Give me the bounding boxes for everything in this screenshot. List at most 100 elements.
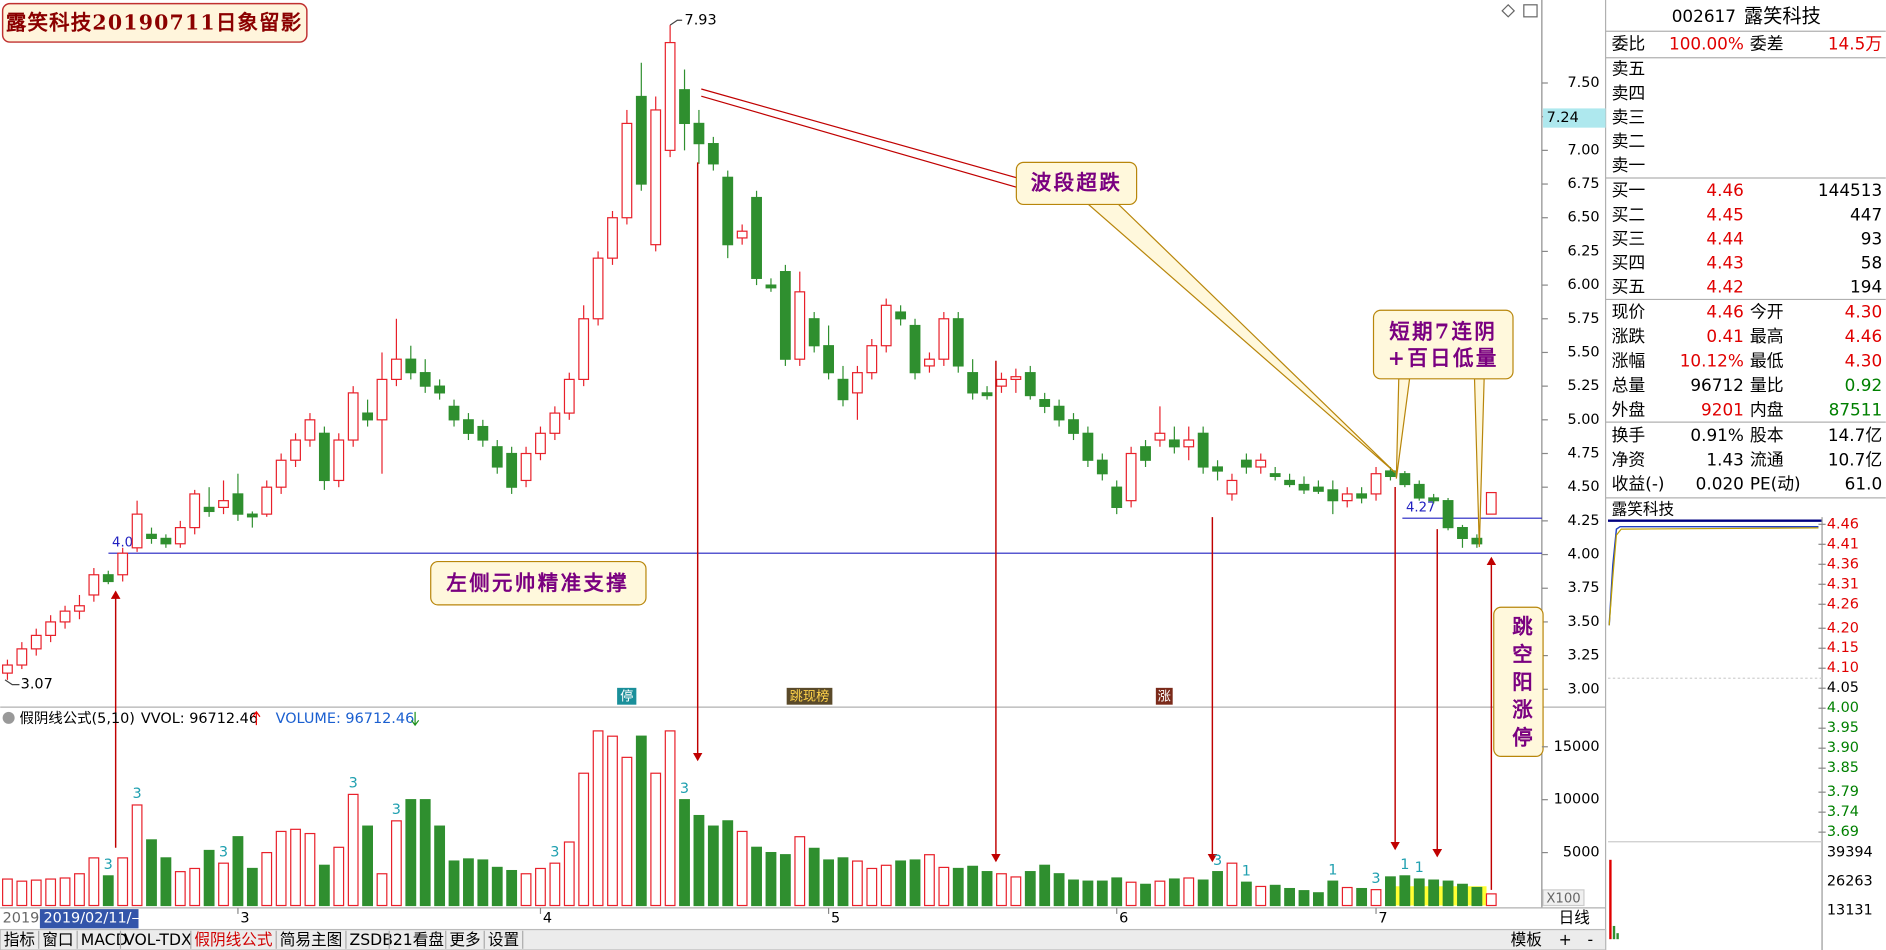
volume-bar — [491, 866, 503, 907]
stat-label: 内盘 — [1750, 399, 1784, 419]
y-tick-label: 6.25 — [1567, 243, 1599, 259]
title-box — [1, 2, 308, 43]
bid-price: 4.42 — [1706, 276, 1743, 296]
intraday-volume-label: 26263 — [1827, 873, 1873, 889]
bid-price: 4.45 — [1706, 204, 1743, 224]
candle-body — [1457, 527, 1468, 539]
tab[interactable]: 窗口 — [42, 930, 73, 949]
volume-bar — [1413, 878, 1425, 907]
candle-body — [765, 284, 777, 289]
candle-body — [1240, 459, 1252, 468]
high-label: 7.93 — [685, 12, 717, 28]
volume-bar — [549, 862, 561, 907]
candle-body — [1298, 483, 1310, 491]
volume-bar — [1154, 880, 1166, 907]
icon-window[interactable] — [1523, 4, 1538, 18]
volume-bar — [376, 873, 388, 907]
candle-body — [30, 634, 42, 650]
low-label: 3.07 — [21, 677, 53, 693]
y-tick-label: 5.75 — [1567, 311, 1599, 327]
volume-bar — [823, 859, 835, 907]
candle-body — [952, 318, 964, 367]
candle-body — [1341, 493, 1353, 502]
intraday-tick-label: 4.00 — [1827, 700, 1859, 716]
stat-value: 9201 — [1701, 399, 1744, 419]
template-button[interactable]: 模板 — [1511, 930, 1543, 949]
intraday-tick-label: 3.85 — [1827, 760, 1859, 776]
candle-body — [866, 345, 878, 374]
tab[interactable]: 指标 — [4, 930, 35, 949]
volume-bar — [779, 854, 791, 907]
candle-body — [1442, 500, 1454, 529]
volume-bar — [808, 847, 820, 907]
candle-body — [463, 419, 474, 434]
candle-body — [362, 412, 373, 421]
volume-bar — [261, 851, 273, 907]
intraday-tick-label: 4.36 — [1827, 556, 1859, 572]
zoom-out[interactable]: - — [1588, 930, 1594, 949]
icon-diamond[interactable] — [1501, 3, 1516, 18]
tab[interactable]: ZSDB — [350, 930, 393, 949]
candle-body — [419, 372, 431, 387]
intraday-tick-label: 4.31 — [1827, 576, 1859, 592]
candle-body — [491, 446, 503, 468]
volume-bar — [924, 854, 935, 907]
callout-text: 左侧元帅精准支撑 — [446, 571, 629, 595]
pane-icon[interactable] — [2, 711, 15, 724]
volume-bar — [952, 867, 964, 907]
zoom-in[interactable]: + — [1559, 930, 1572, 949]
volume-bar — [160, 857, 172, 907]
volume-bar — [174, 871, 186, 907]
intraday-avg-line — [1608, 527, 1819, 626]
y-tick-label: 4.00 — [1567, 547, 1599, 563]
event-tag-box — [1155, 687, 1173, 705]
tab[interactable]: 更多 — [449, 930, 480, 949]
candle-body — [506, 452, 518, 488]
volume-tag: 3 — [680, 781, 689, 797]
candle-body — [131, 513, 143, 549]
intraday-tick-label: 4.46 — [1827, 516, 1859, 532]
tab[interactable]: 设置 — [488, 930, 519, 949]
volume-bar — [1370, 889, 1382, 907]
stat-value: 0.020 — [1696, 474, 1744, 494]
candle-body — [679, 89, 690, 125]
bid-volume: 447 — [1850, 204, 1882, 224]
volume-bar — [30, 879, 42, 907]
candle-body — [160, 537, 172, 545]
volume-bar — [2, 878, 13, 907]
intraday-tick-label: 4.20 — [1827, 620, 1859, 636]
tab[interactable]: 21看盘 — [393, 930, 444, 949]
volume-bar — [189, 867, 201, 907]
pointer — [701, 88, 1018, 179]
tab[interactable]: VOL-TDX — [124, 930, 192, 949]
candle-body — [1183, 439, 1195, 448]
period[interactable]: 日线 — [1559, 908, 1591, 927]
tab[interactable]: MACD — [81, 930, 128, 949]
volume-bar — [463, 858, 474, 907]
tab[interactable]: 假阴线公式 — [194, 930, 272, 949]
volume-tick-label: 5000 — [1563, 845, 1600, 861]
bid-volume: 58 — [1861, 252, 1882, 272]
candle-body — [1197, 432, 1209, 468]
y-tick-label: 3.25 — [1567, 648, 1599, 664]
low-marker — [4, 679, 20, 686]
bid-price: 4.43 — [1706, 252, 1743, 272]
y-tick-label: 3.50 — [1567, 614, 1599, 630]
volume-bar — [938, 866, 950, 907]
volume-bar — [232, 836, 244, 907]
candle-body — [59, 610, 71, 623]
stat-value: 4.30 — [1845, 302, 1882, 322]
volume-bar — [1183, 877, 1195, 907]
volume-tick-label: 10000 — [1554, 792, 1600, 808]
volume-bar — [722, 820, 734, 907]
stat-value: 0.91% — [1690, 425, 1743, 445]
x-tick-label: 6 — [1119, 911, 1128, 927]
volume-bar — [1125, 881, 1137, 907]
cursor-date: 2019/02/11/— — [44, 911, 146, 927]
tab[interactable]: 简易主图 — [280, 930, 343, 949]
stat-value: 61.0 — [1845, 474, 1882, 494]
volume-bar — [74, 873, 85, 907]
candle-body — [390, 358, 402, 381]
candle-body — [794, 291, 806, 360]
stat-value: 87511 — [1829, 399, 1883, 419]
